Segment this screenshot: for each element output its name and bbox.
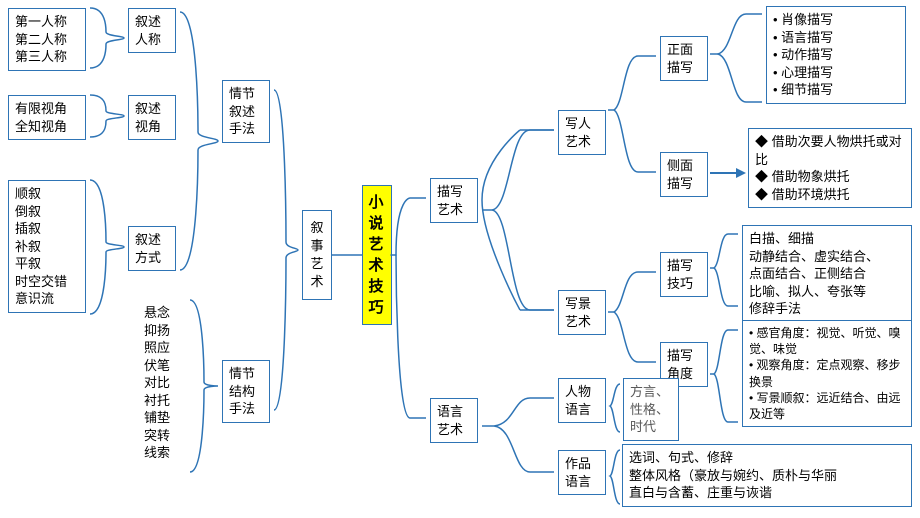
char-lang: 人物语言 (558, 378, 606, 423)
work-lang: 作品语言 (558, 450, 606, 495)
l: 第一人称 (15, 13, 79, 31)
l: 伏笔 (144, 357, 180, 375)
l: 整体风格（豪放与婉约、质朴与华丽 (629, 467, 905, 485)
brace (88, 180, 126, 314)
brace (480, 118, 556, 322)
l: 第二人称 (15, 31, 79, 49)
l: 细节描写 (773, 81, 899, 99)
plot-struct: 情节结构手法 (222, 360, 270, 423)
brace (178, 12, 220, 270)
l: 对比 (144, 374, 180, 392)
l: 悬念 (144, 304, 180, 322)
l: 突转 (144, 427, 180, 445)
arrow-icon (710, 166, 746, 180)
viewpoint-list: 有限视角 全知视角 (8, 95, 86, 140)
l: 意识流 (15, 290, 79, 308)
depict-art: 描写艺术 (430, 178, 478, 223)
brace (188, 300, 220, 472)
l: 心理描写 (773, 64, 899, 82)
side-list: 借助次要人物烘托或对比 借助物象烘托 借助环境烘托 (748, 128, 912, 208)
l: 有限视角 (15, 100, 79, 118)
front-depict: 正面描写 (660, 36, 708, 81)
l: 平叙 (15, 255, 79, 273)
narr-person: 叙述人称 (128, 8, 176, 53)
brace (394, 190, 428, 430)
depict-skill: 描写技巧 (660, 252, 708, 297)
l: 铺垫 (144, 409, 180, 427)
l: 第三人称 (15, 48, 79, 66)
l: 肖像描写 (773, 11, 899, 29)
center-label: 小说艺术技巧 (369, 192, 386, 318)
l: 借助物象烘托 (755, 168, 905, 186)
narr-art-label: 叙事艺术 (310, 219, 323, 292)
l: 语言描写 (773, 29, 899, 47)
l: 直白与含蓄、庄重与诙谐 (629, 484, 905, 502)
brace (608, 44, 658, 184)
angle-list: 感官角度：视觉、听觉、嗅觉、味觉 观察角度：定点观察、移步换景 写景顺叙：远近结… (742, 320, 912, 427)
narr-order-list: 顺叙 倒叙 插叙 补叙 平叙 时空交错 意识流 (8, 180, 86, 313)
structure-list: 悬念 抑扬 照应 伏笔 对比 衬托 铺垫 突转 线索 (138, 300, 186, 466)
write-scene: 写景艺术 (558, 290, 606, 335)
connector (332, 250, 362, 260)
l: 全知视角 (15, 118, 79, 136)
narr-mode: 叙述方式 (128, 226, 176, 271)
l: 选词、句式、修辞 (629, 449, 905, 467)
l: 插叙 (15, 220, 79, 238)
person-list: 第一人称 第二人称 第三人称 (8, 8, 86, 71)
brace (88, 8, 126, 68)
brace (710, 230, 740, 310)
brace (710, 326, 740, 426)
l: 衬托 (144, 392, 180, 410)
brace (608, 258, 658, 376)
l: 补叙 (15, 238, 79, 256)
front-list: 肖像描写 语言描写 动作描写 心理描写 细节描写 (766, 6, 906, 104)
l: 动作描写 (773, 46, 899, 64)
l: 顺叙 (15, 185, 79, 203)
brace (608, 382, 622, 434)
l: 写景顺叙：远近结合、由远及近等 (749, 390, 905, 422)
brace (608, 448, 622, 506)
narr-art: 叙事艺术 (302, 210, 332, 300)
l: 抑扬 (144, 322, 180, 340)
l: 时空交错 (15, 273, 79, 291)
l: 照应 (144, 339, 180, 357)
lang-art: 语言艺术 (430, 398, 478, 443)
center-node: 小说艺术技巧 (362, 185, 392, 325)
work-lang-list: 选词、句式、修辞 整体风格（豪放与婉约、质朴与华丽 直白与含蓄、庄重与诙谐 (622, 444, 912, 507)
l: 感官角度：视觉、听觉、嗅觉、味觉 (749, 325, 905, 357)
l: 观察角度：定点观察、移步换景 (749, 357, 905, 389)
narr-view: 叙述视角 (128, 95, 176, 140)
plot-narr: 情节叙述手法 (222, 80, 270, 143)
l: 倒叙 (15, 203, 79, 221)
l: 修辞手法 (749, 300, 905, 318)
brace (710, 10, 764, 106)
side-depict: 侧面描写 (660, 152, 708, 197)
l: 动静结合、虚实结合、 (749, 248, 905, 266)
brace (480, 386, 556, 484)
l: 借助次要人物烘托或对比 (755, 133, 905, 168)
write-person: 写人艺术 (558, 110, 606, 155)
l: 白描、细描 (749, 230, 905, 248)
l: 线索 (144, 444, 180, 462)
dialect-note: 方言、性格、时代 (623, 378, 679, 441)
l: 点面结合、正侧结合 (749, 265, 905, 283)
brace (272, 90, 300, 410)
brace (88, 95, 126, 137)
skill-list: 白描、细描 动静结合、虚实结合、 点面结合、正侧结合 比喻、拟人、夸张等 修辞手… (742, 225, 912, 323)
l: 借助环境烘托 (755, 186, 905, 204)
l: 比喻、拟人、夸张等 (749, 283, 905, 301)
